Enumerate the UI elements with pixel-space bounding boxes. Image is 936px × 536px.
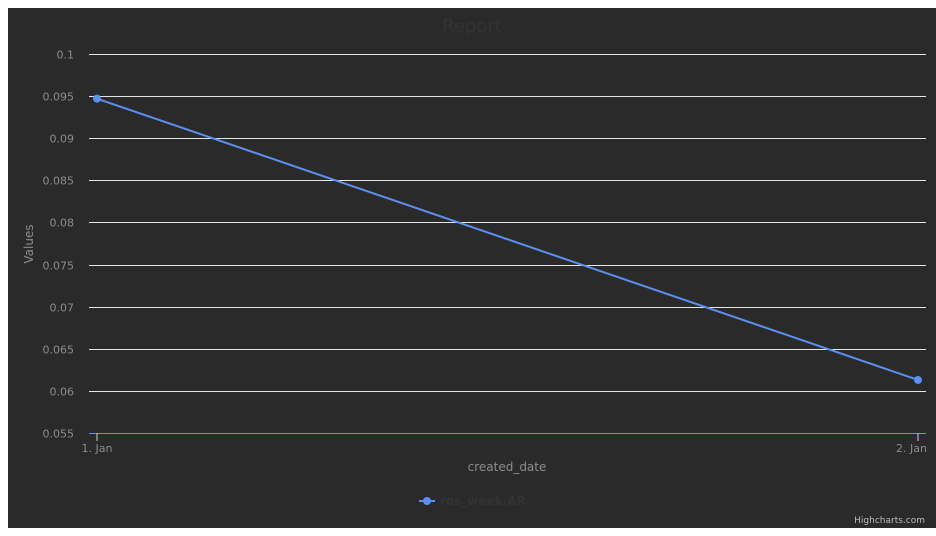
chart-title: Report <box>442 16 502 37</box>
y-tick-label: 0.06 <box>50 386 75 399</box>
x-axis-ticks: 1. Jan 2. Jan <box>82 433 927 455</box>
y-tick-label: 0.055 <box>43 428 75 441</box>
y-tick-label: 0.095 <box>43 91 75 104</box>
y-tick-label: 0.065 <box>43 344 75 357</box>
y-axis-title: Values <box>22 224 36 263</box>
legend-item-label[interactable]: ros_week.AR <box>440 494 526 509</box>
series-group <box>93 94 922 384</box>
data-point[interactable] <box>93 94 101 103</box>
y-tick-label: 0.085 <box>43 175 75 188</box>
y-tick-label: 0.07 <box>50 302 75 315</box>
chart-container: Report 0.1 0.095 0.09 0.085 0.08 0.075 0.07 0.0… <box>8 8 936 528</box>
legend[interactable]: ros_week.AR <box>419 494 526 509</box>
line-chart: Report 0.1 0.095 0.09 0.085 0.08 0.075 0.07 0.0… <box>22 16 927 526</box>
y-tick-label: 0.09 <box>50 133 75 146</box>
grid-lines <box>89 54 926 392</box>
y-axis-ticks: 0.1 0.095 0.09 0.085 0.08 0.075 0.07 0.065 0.06 0… <box>43 49 75 441</box>
y-tick-label: 0.1 <box>57 49 75 62</box>
y-tick-label: 0.08 <box>50 217 75 230</box>
credits-link[interactable]: Highcharts.com <box>854 516 925 526</box>
x-tick-label: 1. Jan <box>82 442 113 455</box>
x-axis-title: created_date <box>468 460 547 474</box>
legend-symbol-marker <box>423 497 431 505</box>
y-tick-label: 0.075 <box>43 260 75 273</box>
x-tick-label: 2. Jan <box>896 442 927 455</box>
series-line-0[interactable] <box>96 97 919 381</box>
data-point[interactable] <box>914 375 922 384</box>
